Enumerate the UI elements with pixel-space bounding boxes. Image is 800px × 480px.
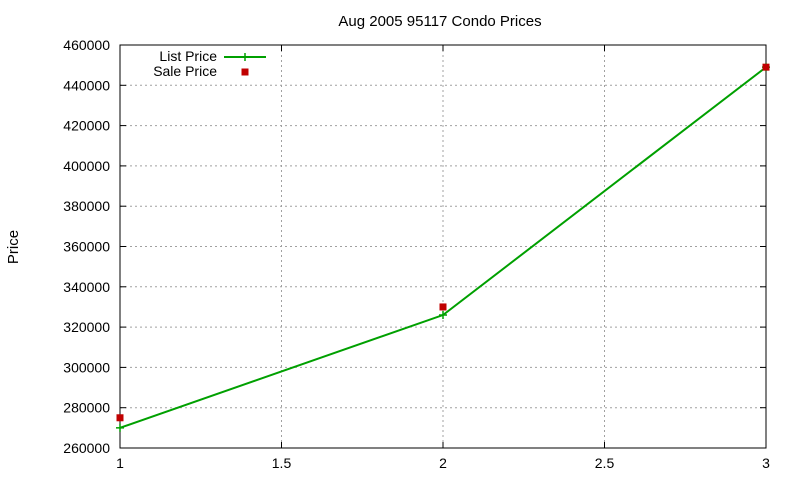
- y-tick-label: 400000: [63, 158, 110, 174]
- legend-label-sale-price: Sale Price: [153, 63, 217, 79]
- y-tick-label: 340000: [63, 279, 110, 295]
- y-tick-label: 260000: [63, 440, 110, 456]
- legend-marker-list-price: [241, 53, 249, 61]
- y-tick-label: 280000: [63, 400, 110, 416]
- grid: [120, 45, 766, 448]
- x-tick-label: 2.5: [595, 455, 615, 471]
- chart-title: Aug 2005 95117 Condo Prices: [338, 13, 541, 30]
- x-tick-label: 1.5: [272, 455, 292, 471]
- y-tick-label: 420000: [63, 118, 110, 134]
- list-price-point: [116, 423, 124, 432]
- y-tick-label: 320000: [63, 319, 110, 335]
- y-tick-label: 380000: [63, 198, 110, 214]
- x-tick-label: 2: [439, 455, 447, 471]
- y-tick-label: 300000: [63, 359, 110, 375]
- y-tick-label: 360000: [63, 239, 110, 255]
- sale-price-point: [762, 63, 770, 71]
- y-tick-label: 440000: [63, 77, 110, 93]
- x-tick-label: 1: [116, 455, 124, 471]
- sale-price-point: [116, 414, 124, 422]
- list-price-point: [439, 311, 447, 320]
- y-axis-label: Price: [5, 230, 22, 264]
- legend-label-list-price: List Price: [159, 48, 217, 64]
- x-tick-label: 3: [762, 455, 770, 471]
- y-tick-label: 460000: [63, 37, 110, 53]
- series: [116, 63, 770, 432]
- axis-ticks: 1 1.5 2 2.5 3 260000 280000 300000 320000 340000 3…: [63, 37, 770, 471]
- legend-swatch-sale-price: [241, 68, 249, 76]
- sale-price-point: [439, 303, 447, 311]
